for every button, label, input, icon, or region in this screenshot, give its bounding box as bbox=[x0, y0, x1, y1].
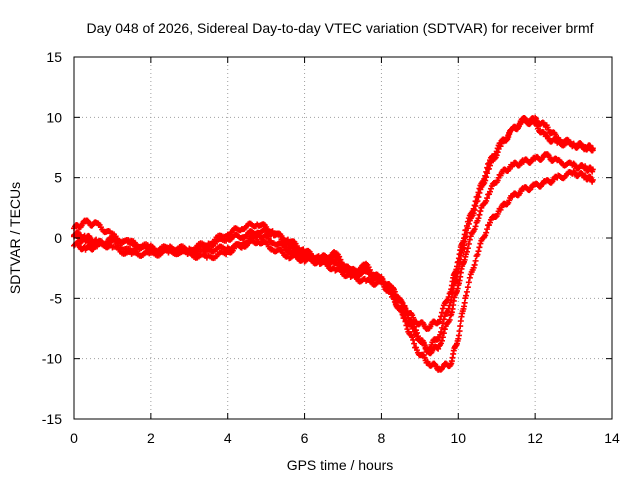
data-point bbox=[491, 155, 498, 162]
grid-lines bbox=[74, 57, 612, 419]
data-point bbox=[477, 208, 484, 215]
data-point bbox=[438, 337, 445, 344]
data-point bbox=[439, 305, 446, 312]
y-tick-label: 10 bbox=[46, 109, 62, 125]
y-tick-label: -10 bbox=[42, 351, 62, 367]
data-point bbox=[403, 322, 410, 329]
x-tick-label: 14 bbox=[604, 430, 620, 446]
data-point bbox=[472, 223, 479, 230]
data-point bbox=[402, 305, 409, 312]
data-point bbox=[475, 215, 482, 222]
data-point bbox=[471, 261, 478, 268]
data-point bbox=[472, 257, 479, 264]
data-point bbox=[439, 334, 446, 341]
y-tick-label: 0 bbox=[54, 230, 62, 246]
data-point bbox=[475, 248, 482, 255]
data-point bbox=[464, 245, 471, 252]
data-point bbox=[465, 220, 472, 227]
x-tick-label: 10 bbox=[450, 430, 466, 446]
data-point bbox=[476, 244, 483, 251]
data-point bbox=[475, 194, 482, 201]
data-point bbox=[471, 207, 478, 214]
axis-ticks: 0 2 4 6 8 10 12 14 -15 -10 -5 0 5 10 15 bbox=[42, 49, 620, 446]
data-point bbox=[404, 312, 411, 319]
data-point bbox=[470, 264, 477, 271]
y-tick-label: -5 bbox=[50, 290, 63, 306]
data-point bbox=[486, 162, 493, 169]
data-point bbox=[472, 203, 479, 210]
data-point bbox=[466, 274, 473, 281]
data-point bbox=[487, 185, 494, 192]
data-point bbox=[463, 288, 470, 295]
x-tick-label: 2 bbox=[147, 430, 155, 446]
series-pass-1 bbox=[71, 114, 596, 332]
data-point bbox=[483, 229, 490, 236]
data-point bbox=[589, 176, 596, 183]
data-point bbox=[476, 211, 483, 218]
data-point bbox=[494, 149, 501, 156]
data-point bbox=[483, 197, 490, 204]
data-point bbox=[446, 316, 453, 323]
data-point bbox=[411, 323, 418, 330]
data-point bbox=[484, 226, 491, 233]
data-point bbox=[464, 284, 471, 291]
data-points bbox=[71, 114, 596, 373]
y-tick-label: 5 bbox=[54, 170, 62, 186]
data-point bbox=[476, 189, 483, 196]
data-point bbox=[474, 198, 481, 205]
data-point bbox=[589, 145, 596, 152]
data-point bbox=[486, 188, 493, 195]
data-point bbox=[484, 195, 491, 202]
x-axis-label: GPS time / hours bbox=[287, 457, 394, 473]
data-point bbox=[440, 316, 447, 323]
data-point bbox=[544, 151, 551, 158]
data-point bbox=[403, 308, 410, 315]
data-point bbox=[413, 329, 420, 336]
data-point bbox=[465, 240, 472, 247]
data-point bbox=[483, 174, 490, 181]
data-point bbox=[419, 339, 426, 346]
series-pass-2 bbox=[71, 114, 596, 353]
data-point bbox=[421, 342, 428, 349]
data-point bbox=[471, 226, 478, 233]
data-point bbox=[463, 248, 470, 255]
series-pass-4 bbox=[71, 151, 596, 357]
data-point bbox=[440, 330, 447, 337]
data-point bbox=[464, 225, 471, 232]
data-point bbox=[589, 166, 596, 173]
data-point bbox=[457, 323, 464, 330]
data-point bbox=[456, 328, 463, 335]
data-point bbox=[470, 210, 477, 217]
data-point bbox=[484, 170, 491, 177]
data-point bbox=[477, 240, 484, 247]
data-point bbox=[466, 236, 473, 243]
y-tick-label: -15 bbox=[42, 411, 62, 427]
data-point bbox=[486, 165, 493, 172]
x-tick-label: 8 bbox=[378, 430, 386, 446]
data-point bbox=[392, 291, 399, 298]
data-point bbox=[410, 336, 417, 343]
data-point bbox=[505, 133, 512, 140]
x-tick-label: 0 bbox=[70, 430, 78, 446]
x-tick-label: 4 bbox=[224, 430, 232, 446]
data-point bbox=[411, 340, 418, 347]
data-point bbox=[462, 292, 469, 299]
data-point bbox=[441, 326, 448, 333]
x-tick-label: 6 bbox=[301, 430, 309, 446]
chart-title: Day 048 of 2026, Sidereal Day-to-day VTE… bbox=[86, 20, 593, 36]
y-axis-label: SDTVAR / TECUs bbox=[7, 182, 23, 294]
data-point bbox=[482, 177, 489, 184]
data-point bbox=[474, 251, 481, 258]
x-tick-label: 12 bbox=[527, 430, 543, 446]
data-point bbox=[463, 229, 470, 236]
data-point bbox=[414, 333, 421, 340]
data-point bbox=[543, 132, 550, 139]
y-tick-label: 15 bbox=[46, 49, 62, 65]
data-point bbox=[493, 152, 500, 159]
data-point bbox=[419, 351, 426, 358]
data-point bbox=[391, 288, 398, 295]
data-point bbox=[465, 279, 472, 286]
